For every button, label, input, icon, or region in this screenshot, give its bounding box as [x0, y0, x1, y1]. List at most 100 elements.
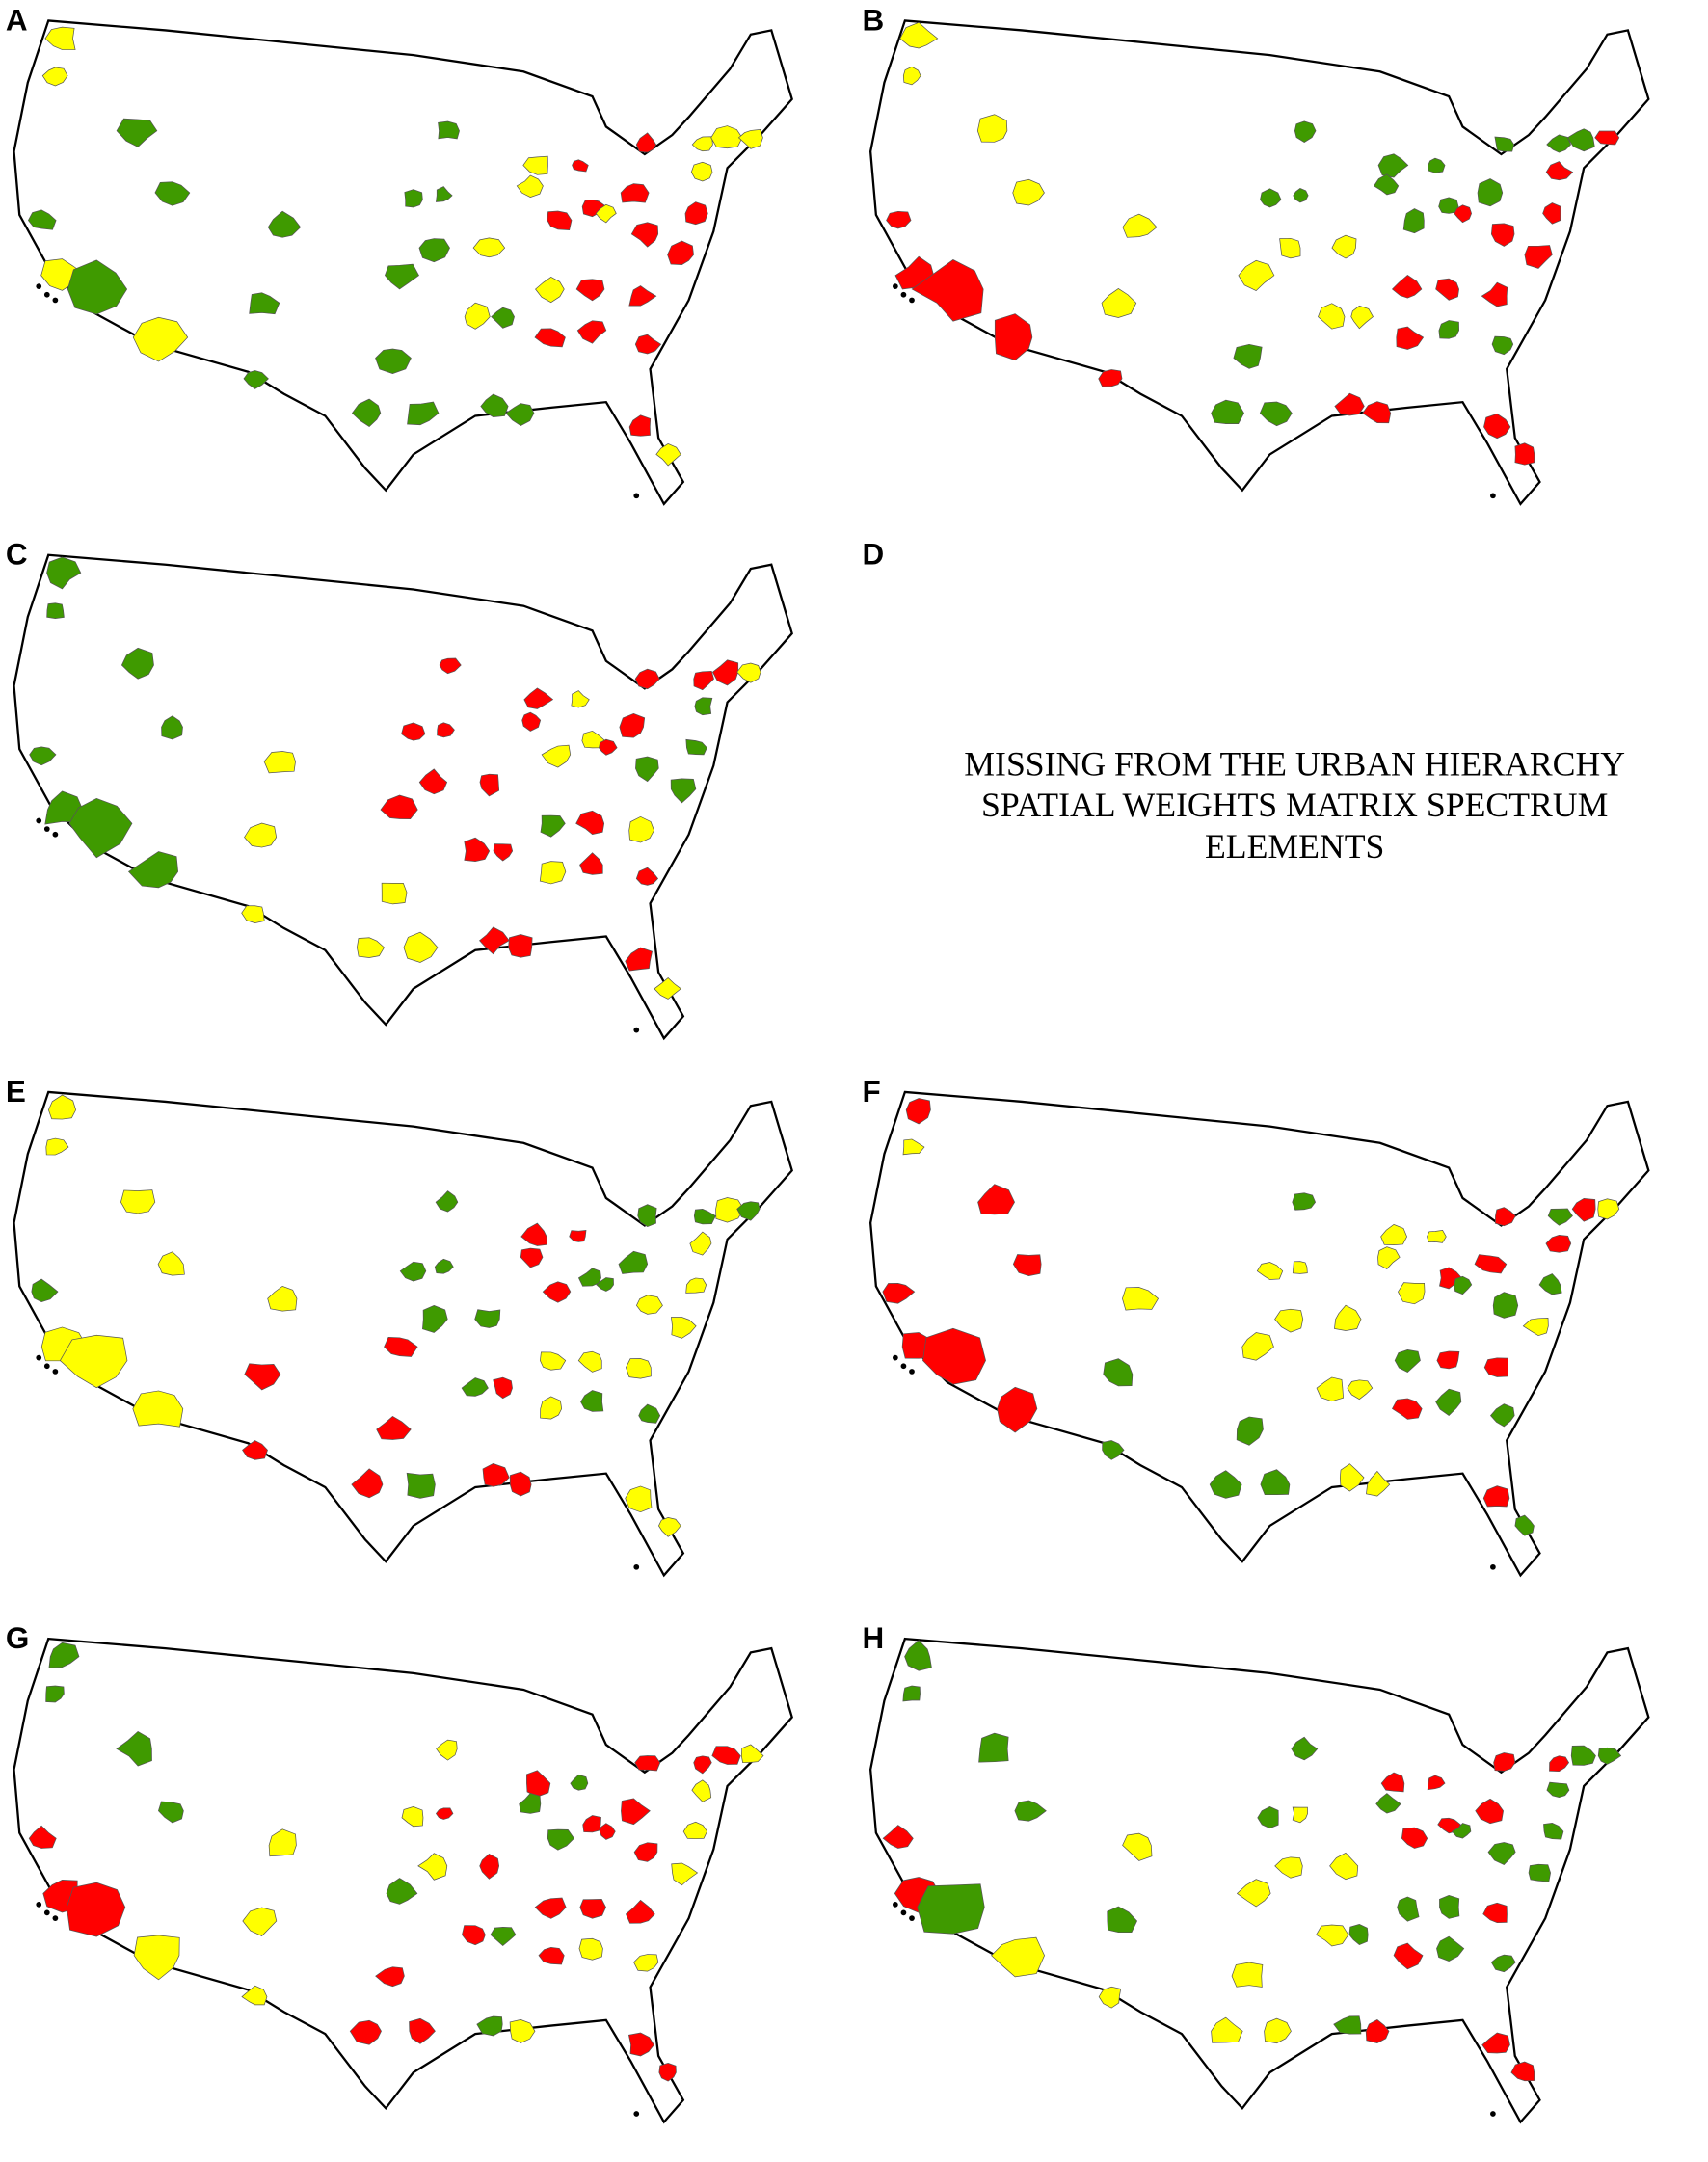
metro-area — [1436, 1350, 1460, 1370]
metro-area — [1397, 1896, 1420, 1922]
metro-area — [740, 1744, 764, 1764]
island — [36, 1901, 42, 1908]
metro-area — [540, 1351, 567, 1371]
metro-area — [505, 403, 535, 427]
metro-area — [418, 768, 448, 795]
metro-area — [685, 1277, 707, 1294]
metro-area — [406, 1472, 436, 1499]
metro-area — [1293, 188, 1309, 203]
metro-area — [1435, 278, 1459, 301]
metro-area — [1571, 1197, 1596, 1222]
panel-label: B — [863, 3, 885, 37]
metro-area — [472, 237, 506, 258]
island — [43, 826, 50, 832]
metro-area — [267, 210, 302, 238]
us-map — [13, 1637, 793, 2123]
metro-area — [690, 161, 713, 182]
metro-area — [1333, 2015, 1362, 2035]
panel-label: D — [863, 538, 885, 572]
metro-area — [625, 947, 653, 972]
metro-area — [902, 1685, 921, 1702]
metro-area — [711, 659, 739, 686]
metro-area — [547, 210, 573, 230]
metro-area — [435, 186, 453, 202]
metro-area — [1260, 188, 1282, 208]
metro-area — [409, 2017, 436, 2044]
metro-area — [1528, 1863, 1551, 1882]
metro-area — [658, 1517, 681, 1537]
metro-area — [667, 240, 694, 265]
metro-area — [68, 797, 133, 859]
metro-area — [28, 1825, 57, 1849]
metro-area — [44, 26, 76, 50]
metro-area — [1439, 1895, 1460, 1919]
metro-area — [351, 398, 382, 428]
metro-area — [120, 647, 154, 680]
island — [1490, 493, 1496, 499]
metro-area — [132, 1390, 184, 1428]
metro-area — [1292, 1806, 1308, 1824]
island — [909, 1915, 915, 1921]
metro-area — [1597, 1198, 1620, 1220]
metro-area — [244, 822, 278, 848]
metro-area — [635, 756, 659, 783]
metro-area — [1366, 1470, 1391, 1497]
metro-area — [541, 744, 572, 768]
metro-area — [1012, 1254, 1042, 1277]
metro-area — [1339, 1463, 1365, 1492]
metro-area — [689, 1231, 712, 1256]
metro-area — [376, 1415, 412, 1440]
metro-area — [1514, 442, 1535, 466]
metro-area — [997, 1386, 1038, 1433]
metro-area — [1107, 1906, 1138, 1934]
metro-area — [633, 1842, 658, 1862]
metro-area — [1543, 1823, 1564, 1840]
metro-area — [59, 1334, 128, 1389]
metro-area — [1547, 1208, 1573, 1226]
metro-area — [1594, 130, 1620, 146]
us-map — [869, 1637, 1650, 2123]
metro-area — [268, 1828, 297, 1857]
metro-area — [710, 125, 743, 149]
metro-area — [577, 1350, 602, 1373]
metro-area — [1514, 1514, 1535, 1536]
metro-area — [384, 1337, 418, 1357]
metro-area — [575, 810, 605, 836]
metro-area — [693, 1209, 716, 1225]
metro-area — [685, 738, 707, 756]
metro-area — [418, 238, 450, 263]
panel: H — [863, 1621, 1650, 2123]
metro-area — [693, 670, 714, 691]
metro-area — [1439, 1267, 1463, 1290]
metro-area — [127, 851, 179, 889]
metro-area — [1377, 153, 1409, 178]
metro-area — [349, 2019, 382, 2045]
metro-area — [242, 1440, 268, 1460]
us-map — [13, 1090, 793, 1577]
metro-area — [571, 690, 590, 708]
island — [36, 1354, 42, 1361]
metro-area — [116, 118, 158, 147]
metro-area — [1103, 1358, 1134, 1387]
metro-area — [882, 1825, 914, 1849]
metro-area — [671, 1862, 699, 1886]
metro-area — [1491, 335, 1514, 356]
island — [43, 1363, 50, 1370]
metro-area — [579, 852, 603, 875]
metro-area — [1316, 1376, 1344, 1402]
metro-area — [1482, 1485, 1510, 1508]
metro-area — [576, 320, 607, 344]
metro-area — [599, 738, 618, 756]
panel-label: H — [863, 1621, 885, 1655]
metro-area — [1428, 157, 1446, 173]
island — [52, 1915, 59, 1921]
metro-area — [1241, 1332, 1274, 1361]
metro-area — [575, 279, 605, 302]
island — [633, 1563, 640, 1570]
metro-area — [917, 1883, 985, 1935]
metro-area — [899, 21, 939, 49]
panel: B — [863, 3, 1650, 506]
metro-area — [267, 1285, 298, 1312]
island — [1490, 1563, 1496, 1570]
metro-area — [399, 1261, 427, 1282]
